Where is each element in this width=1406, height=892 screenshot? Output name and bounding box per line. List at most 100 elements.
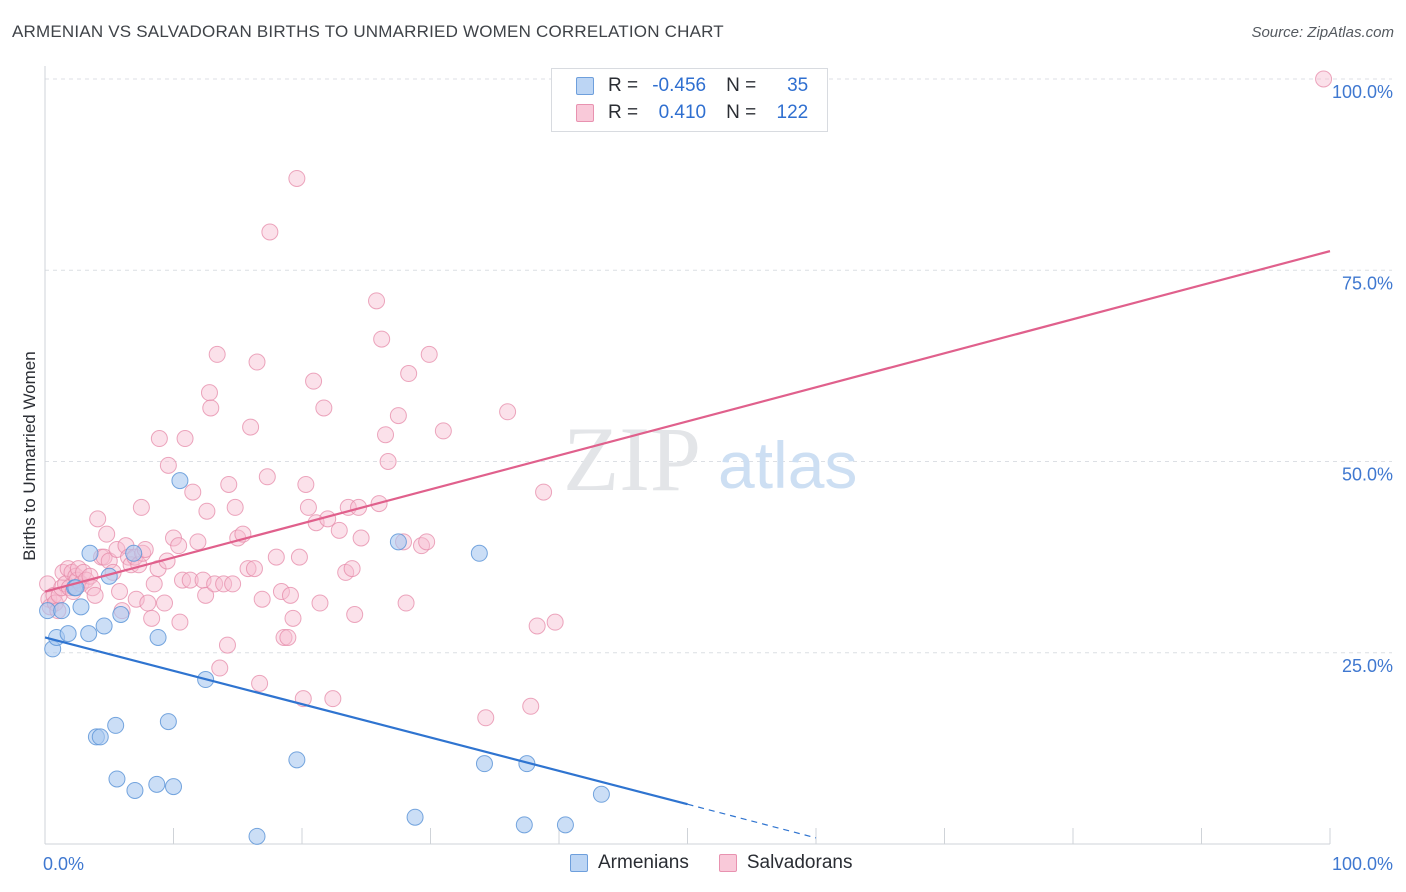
salvadoran-point	[145, 575, 163, 593]
grid-lines	[45, 78, 1392, 654]
salvadoran-point	[215, 575, 233, 593]
salvadorans-n-value: 122	[776, 102, 809, 123]
series-legend: Armenians Salvadorans	[570, 852, 852, 874]
salvadoran-point	[1315, 70, 1333, 88]
salvadoran-point	[368, 292, 386, 310]
x-tick-label: 0.0%	[43, 854, 84, 874]
armenian-point	[91, 728, 109, 746]
watermark-zip: ZIP	[563, 408, 701, 510]
armenian-point	[81, 544, 99, 562]
armenian-point	[80, 625, 98, 643]
armenian-point	[470, 544, 488, 562]
salvadoran-point	[290, 548, 308, 566]
chart-title: ARMENIAN VS SALVADORAN BIRTHS TO UNMARRI…	[12, 22, 724, 41]
salvadoran-point	[299, 498, 317, 516]
legend-r-label: R =	[608, 75, 639, 96]
watermark-atlas: atlas	[718, 428, 857, 502]
salvadoran-point	[261, 223, 279, 241]
salvadoran-point	[499, 403, 517, 421]
armenians-legend-label: Armenians	[598, 852, 689, 873]
salvadoran-point	[400, 365, 418, 383]
armenian-point	[39, 602, 57, 620]
salvadoran-point	[200, 384, 218, 402]
salvadoran-point	[197, 586, 215, 604]
salvadoran-point	[297, 475, 315, 493]
salvadoran-point	[546, 613, 564, 631]
armenian-point	[592, 785, 610, 803]
armenian-point	[107, 716, 125, 734]
salvadoran-point	[150, 430, 168, 448]
salvadoran-point	[420, 345, 438, 363]
salvadoran-point	[198, 502, 216, 520]
salvadoran-point	[253, 590, 271, 608]
trend-lines	[44, 250, 1331, 839]
salvadorans-r-value: 0.410	[658, 102, 707, 123]
armenians-r-value: -0.456	[652, 75, 707, 96]
salvadoran-point	[132, 498, 150, 516]
salvadoran-point	[522, 697, 540, 715]
armenian-point	[475, 755, 493, 773]
salvadorans-legend-swatch	[718, 854, 737, 872]
salvadoran-point	[258, 468, 276, 486]
y-tick-label: 100.0%	[1332, 82, 1393, 102]
salvadoran-point	[305, 372, 323, 390]
salvadoran-point	[218, 636, 236, 654]
y-tick-label: 25.0%	[1342, 656, 1393, 676]
salvadoran-point	[239, 560, 257, 578]
salvadoran-point	[330, 521, 348, 539]
salvadorans-points	[39, 70, 1333, 727]
armenian-point	[125, 544, 143, 562]
salvadoran-point	[170, 537, 188, 555]
armenian-point	[149, 628, 167, 646]
salvadoran-point	[528, 617, 546, 635]
armenians-legend-swatch	[570, 854, 588, 872]
salvadoran-point	[418, 533, 436, 551]
salvadoran-point	[251, 674, 269, 692]
salvadoran-point	[535, 483, 553, 501]
legend-row-armenians: R = -0.456 N = 35	[576, 73, 808, 99]
salvadoran-point	[211, 659, 229, 677]
armenian-point	[248, 827, 266, 845]
armenians-trend-line	[44, 636, 688, 806]
armenian-point	[171, 472, 189, 490]
salvadoran-point	[206, 575, 224, 593]
salvadoran-point	[208, 345, 226, 363]
salvadoran-point	[379, 453, 397, 470]
salvadoran-point	[352, 529, 370, 547]
armenians-trend-extension	[687, 803, 817, 839]
armenians-n-value: 35	[787, 75, 809, 96]
salvadorans-swatch	[576, 104, 594, 122]
salvadoran-point	[311, 594, 329, 612]
legend-n-label: N =	[726, 75, 757, 96]
salvadoran-point	[156, 594, 174, 612]
watermark: ZIP atlas	[563, 408, 857, 510]
salvadoran-point	[343, 560, 361, 578]
salvadoran-point	[98, 525, 116, 543]
salvadoran-point	[324, 690, 342, 708]
salvadoran-point	[272, 583, 290, 601]
salvadoran-point	[284, 609, 302, 627]
armenian-point	[515, 816, 533, 834]
salvadoran-point	[159, 456, 177, 474]
salvadoran-point	[434, 422, 452, 440]
salvadoran-point	[281, 586, 299, 604]
armenian-point	[126, 781, 144, 799]
salvadoran-point	[86, 586, 104, 604]
salvadoran-point	[89, 510, 107, 528]
salvadoran-point	[139, 594, 157, 612]
salvadoran-point	[248, 353, 266, 371]
salvadoran-point	[202, 399, 220, 417]
armenian-point	[165, 778, 182, 796]
armenian-point	[389, 533, 407, 551]
salvadoran-point	[397, 594, 415, 612]
tick-labels: 25.0% 50.0% 75.0% 100.0% 0.0% 100.0%	[43, 82, 1393, 874]
legend-row-salvadorans: R = 0.410 N = 122	[576, 100, 808, 126]
stats-legend: R = -0.456 N = 35 R = 0.410 N = 122	[551, 68, 828, 132]
salvadoran-point	[111, 583, 129, 601]
salvadoran-point	[477, 709, 495, 727]
salvadoran-point	[220, 475, 238, 493]
salvadoran-point	[143, 609, 161, 627]
armenian-point	[72, 598, 90, 616]
armenians-swatch	[576, 77, 594, 95]
